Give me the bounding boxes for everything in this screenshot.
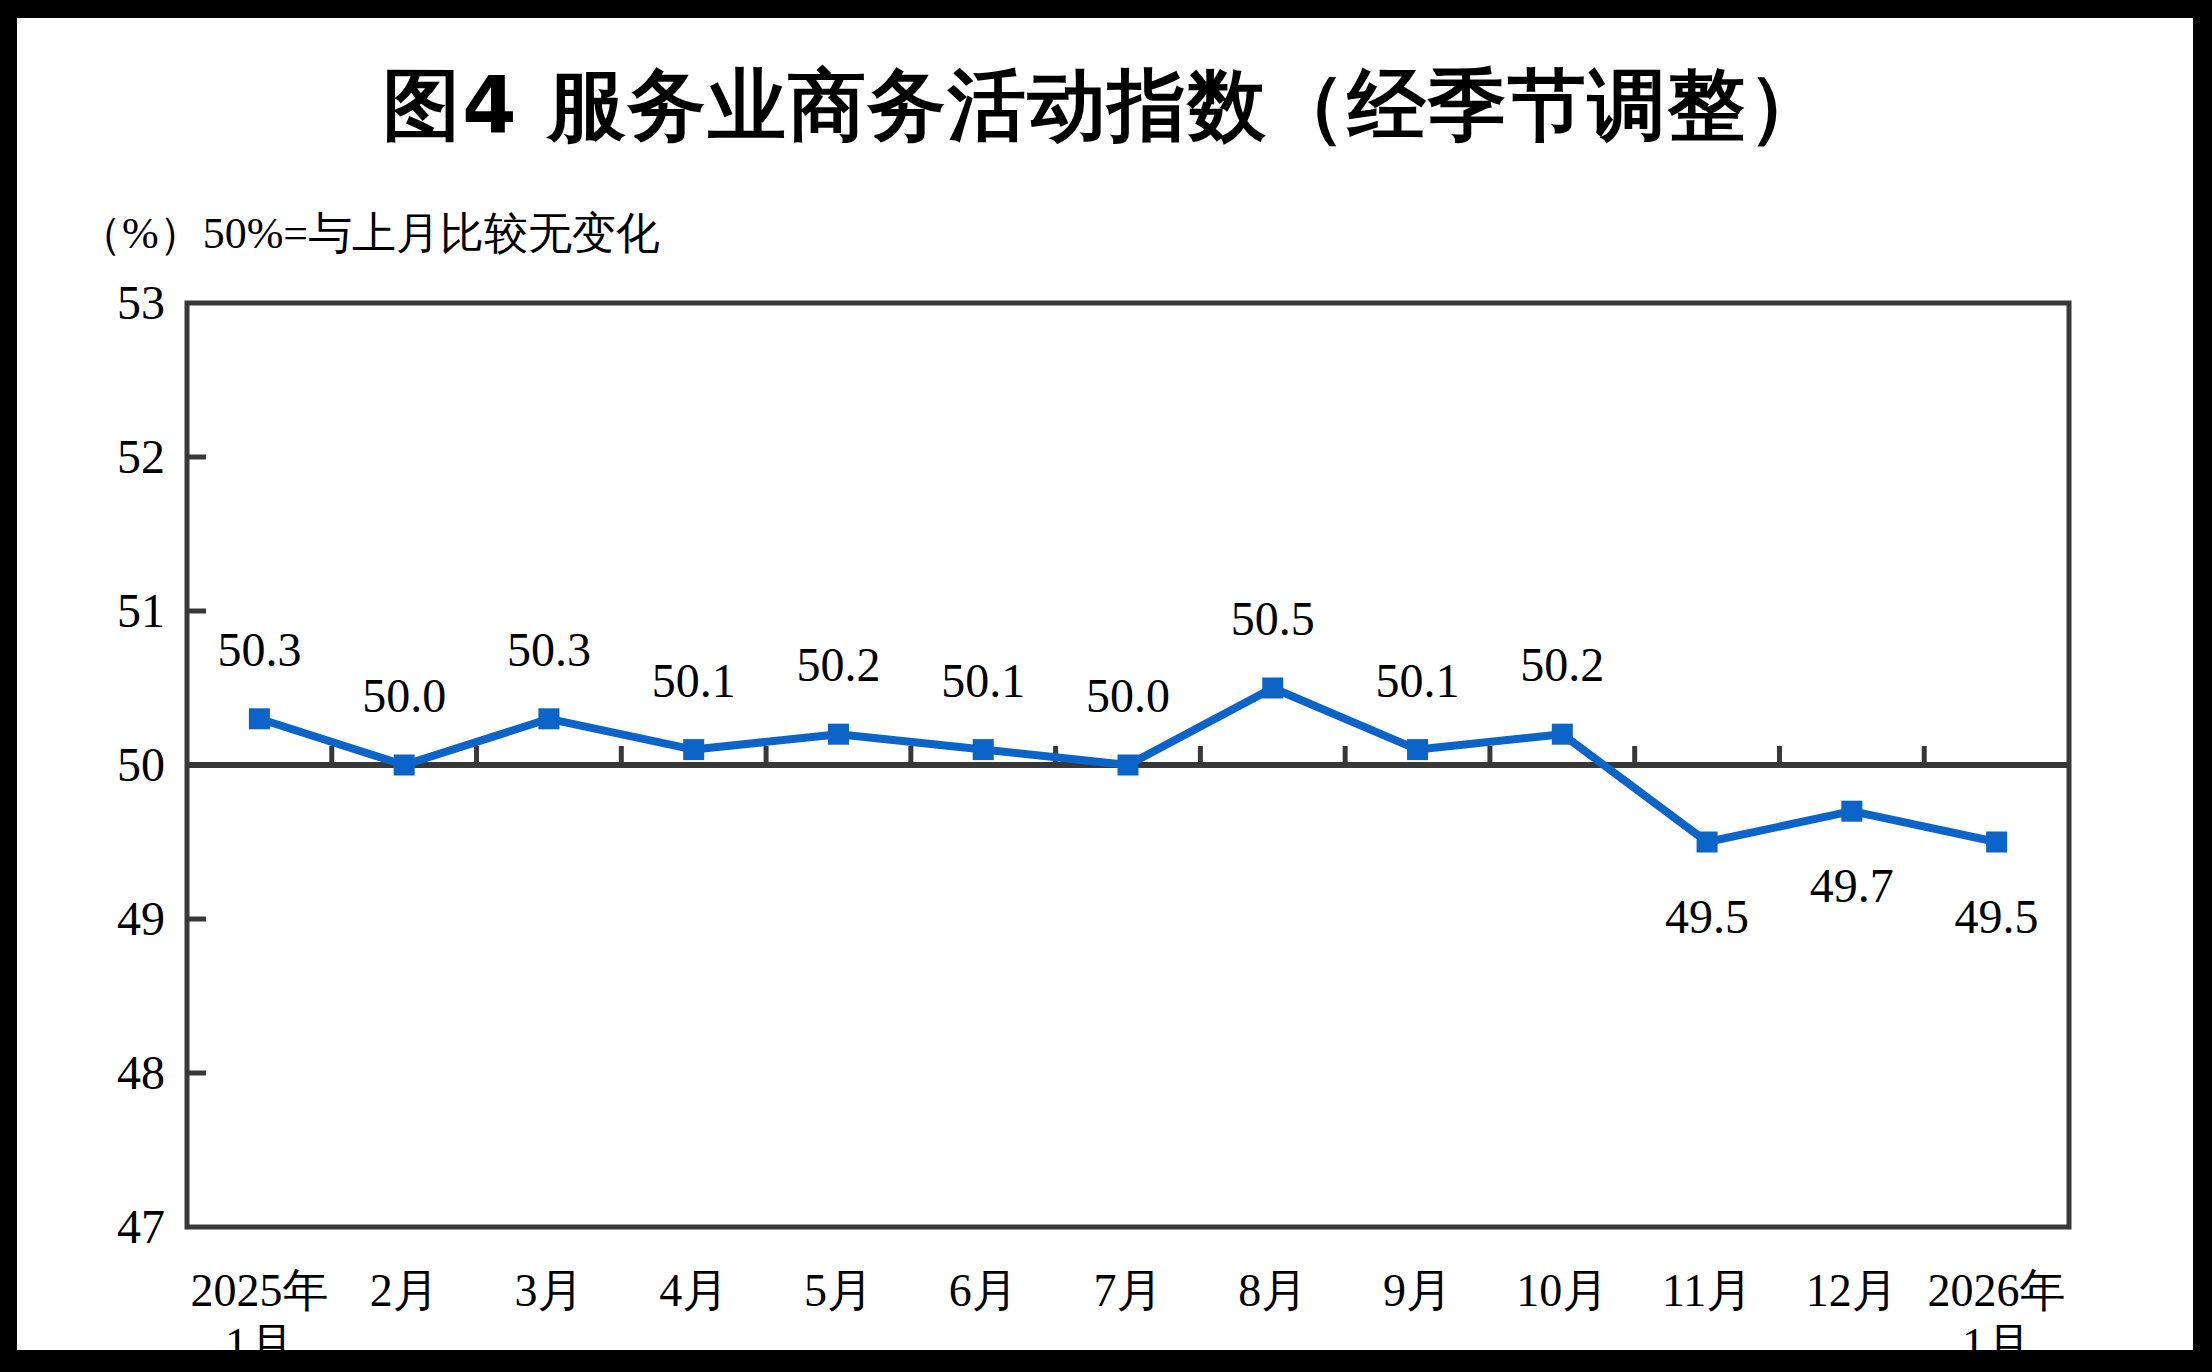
x-axis-label-line2: 1月 [225,1319,294,1370]
data-label: 49.5 [1955,890,2039,943]
x-axis-label: 9月 [1383,1265,1452,1316]
data-point-marker [394,755,415,776]
data-point-marker [828,724,849,745]
data-label: 50.1 [1376,654,1460,707]
y-axis-label: 49 [117,892,165,945]
line-chart-plot: 474849505152532025年1月2月3月4月5月6月7月8月9月10月… [17,18,2212,1372]
data-label: 50.0 [1086,669,1170,722]
chart-canvas: 图4 服务业商务活动指数（经季节调整） （%）50%=与上月比较无变化 4748… [17,18,2193,1350]
data-label: 50.5 [1231,592,1315,645]
y-axis-label: 48 [117,1046,165,1099]
x-axis-label: 12月 [1806,1265,1898,1316]
y-axis-label: 50 [117,738,165,791]
figure-page: { "page": { "title": "图4 服务业商务活动指数（经季节调整… [0,0,2212,1372]
data-point-marker [683,739,704,760]
data-point-marker [1407,739,1428,760]
data-point-marker [1986,832,2007,853]
data-point-marker [249,708,270,729]
x-axis-label: 2月 [370,1265,439,1316]
x-axis-label: 7月 [1094,1265,1163,1316]
x-axis-label: 11月 [1662,1265,1752,1316]
data-label: 50.2 [796,638,880,691]
data-point-marker [1262,678,1283,699]
x-axis-label-line2: 1月 [1962,1319,2031,1370]
x-axis-label: 8月 [1238,1265,1307,1316]
y-axis-label: 47 [117,1200,165,1253]
data-label: 49.5 [1665,890,1749,943]
y-axis-label: 51 [117,584,165,637]
x-axis-label: 3月 [514,1265,583,1316]
data-label: 50.1 [941,654,1025,707]
data-point-marker [1841,801,1862,822]
x-axis-label: 4月 [659,1265,728,1316]
data-label: 49.7 [1810,859,1894,912]
data-point-marker [973,739,994,760]
x-axis-label: 10月 [1516,1265,1608,1316]
x-axis-label: 6月 [949,1265,1018,1316]
x-axis-label: 2026年 [1928,1265,2066,1316]
data-point-marker [1552,724,1573,745]
data-point-marker [1697,832,1718,853]
x-axis-label: 5月 [804,1265,873,1316]
data-label: 50.2 [1520,638,1604,691]
data-label: 50.0 [362,669,446,722]
data-label: 50.1 [652,654,736,707]
data-label: 50.3 [217,623,301,676]
y-axis-label: 53 [117,276,165,329]
x-axis-label: 2025年 [190,1265,328,1316]
data-point-marker [538,708,559,729]
data-point-marker [1118,755,1139,776]
data-label: 50.3 [507,623,591,676]
y-axis-label: 52 [117,430,165,483]
